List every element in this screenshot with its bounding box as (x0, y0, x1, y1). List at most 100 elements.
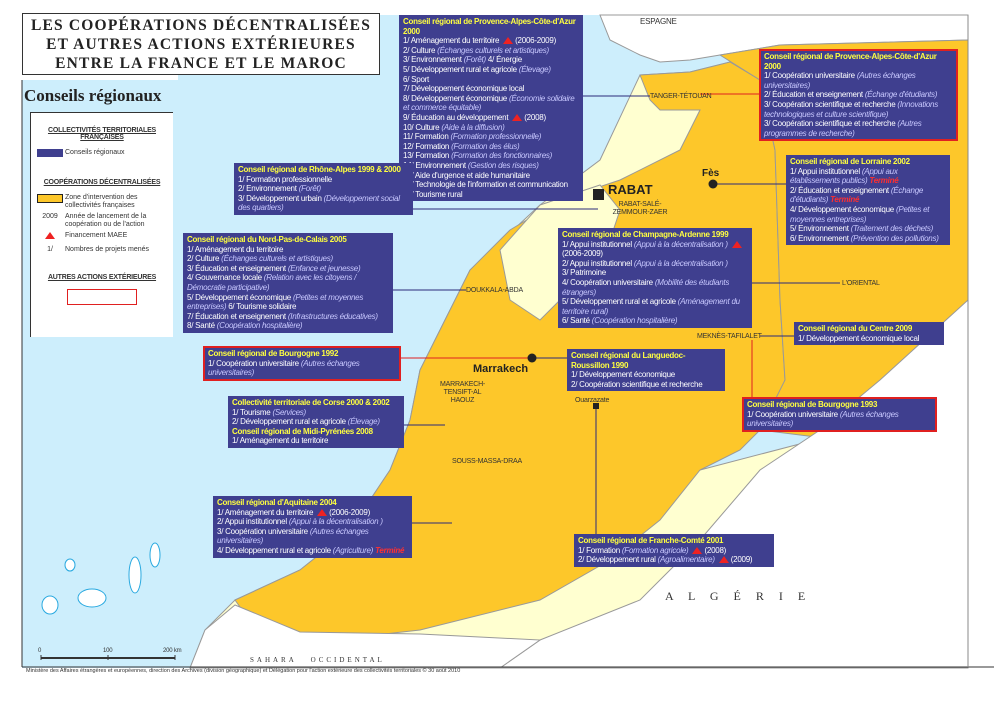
project-number: 4/ (790, 204, 799, 214)
other-action-lines (400, 93, 760, 398)
project-detail: (Formation des élus) (451, 141, 520, 151)
maee-triangle-icon (692, 546, 703, 554)
project-label: Éducation et enseignement (772, 90, 865, 100)
project-label: Environnement (411, 55, 464, 65)
project-label: Éducation au développement (411, 112, 511, 122)
project-item: 3/ Développement urbain (Développement s… (238, 194, 409, 213)
project-label: Développement rural et agricole (240, 417, 348, 427)
label-rabat: RABAT (608, 182, 653, 197)
council-title: Conseil régional de Franche-Comté 2001 (578, 536, 724, 545)
project-label: Éducation et enseignement (195, 311, 288, 321)
council-box-languedoc: Conseil régional du Languedoc-Roussillon… (567, 349, 725, 392)
project-detail: (Agriculture) (332, 545, 376, 555)
legend-label: Conseils régionaux (65, 149, 125, 156)
project-item: 1/ Aménagement du territoire (187, 245, 389, 255)
project-detail: (Autres échanges universitaires) (747, 409, 899, 429)
project-year: (2006-2009) (515, 36, 556, 46)
project-number: 1/ (187, 244, 195, 254)
maee-triangle-icon (45, 232, 55, 239)
project-item: 1/ Développement économique local (798, 334, 940, 344)
scale-label: 200 km (163, 648, 182, 654)
project-detail: (Prévention des pollutions) (850, 233, 939, 243)
council-title: Conseil régional du Languedoc-Roussillon… (571, 351, 686, 370)
scale-label: 100 (103, 648, 113, 654)
project-detail: (Appui à la décentralisation ) (288, 517, 383, 527)
project-label: Appui institutionnel (569, 258, 634, 268)
sahara-land (189, 604, 542, 669)
project-label: Appui institutionnel (797, 166, 862, 176)
project-detail: (Traitement des déchets) (850, 224, 934, 234)
project-item: 2/ Culture (Échanges culturels et artist… (187, 254, 389, 264)
project-number: 3/ (217, 526, 226, 536)
project-label: Développement rural et agricole (570, 297, 678, 307)
project-number: 6/ (790, 233, 799, 243)
project-item: 3/ Coopération scientifique et recherche… (764, 119, 953, 138)
project-number: 5/ (790, 224, 799, 234)
project-detail: (Échanges culturels et artistiques) (437, 45, 549, 55)
project-item: 5/ Développement économique (Petites et … (187, 293, 389, 312)
project-item: 4/ Développement économique (Petites et … (790, 205, 946, 224)
project-item: 17/ Tourisme rural (403, 190, 579, 200)
project-item: 15/ Aide d'urgence et aide humanitaire (403, 171, 579, 181)
project-label: Coopération scientifique et recherche (772, 119, 898, 129)
ouarzazate-marker (593, 403, 599, 409)
title-line: ENTRE LA FRANCE ET LE MAROC (55, 55, 347, 72)
project-item: 7/ Développement économique local (403, 84, 579, 94)
title-line: ET AUTRES ACTIONS EXTÉRIEURES (46, 36, 356, 53)
project-label: Coopération universitaire (570, 277, 655, 287)
maee-triangle-icon (503, 37, 514, 45)
council-box-rhone-alpes: Conseil régional de Rhône-Alpes 1999 & 2… (234, 163, 413, 215)
project-number: 1/ (764, 71, 773, 81)
title-line: LES COOPÉRATIONS DÉCENTRALISÉES (30, 17, 372, 34)
project-item: 1/ Aménagement du territoire (2006-2009) (217, 508, 408, 518)
project-detail: (Formation agricole) (621, 545, 691, 555)
project-label: Aménagement du territoire (224, 507, 316, 517)
project-item: 12/ Formation (Formation des élus) (403, 142, 579, 152)
council-title: Conseil régional de Lorraine 2002 (790, 157, 910, 166)
project-detail: (Coopération hospitalière) (216, 321, 303, 331)
project-label: Environnement (798, 224, 851, 234)
subtitle: Conseils régionaux (24, 86, 162, 105)
project-number: 2/ (403, 45, 412, 55)
project-label: Patrimoine (570, 268, 606, 278)
map-title: LES COOPÉRATIONS DÉCENTRALISÉES ET AUTRE… (22, 13, 380, 75)
project-item: 2/ Appui institutionnel (Appui à la déce… (562, 259, 748, 269)
project-label: Coopération universitaire (216, 358, 301, 368)
project-item: 1/ Tourisme (Services) (232, 408, 400, 418)
label-rabat-region: RABAT-SALÉ-ZEMMOUR-ZAER (612, 201, 668, 216)
label-algeria: A L G É R I E (665, 589, 812, 603)
legend-label: Année de lancement de la coopération ou … (65, 213, 147, 228)
project-label: Coopération scientifique et recherche (772, 99, 898, 109)
project-detail: (Aménagement du territoire rural) (562, 297, 740, 316)
project-number: 1/ (232, 436, 240, 446)
project-label: Développement rural et agricole (411, 64, 519, 74)
project-item: 4/ Gouvernance locale (Relation avec les… (187, 273, 389, 292)
project-item: 2/ Coopération scientifique et recherche (571, 380, 721, 390)
label-sahara: SAHARA OCCIDENTAL (250, 656, 385, 664)
project-item: 1/ Aménagement du territoire (2006-2009) (403, 36, 579, 46)
council-box-lorraine-2002: Conseil régional de Lorraine 2002 1/ Appu… (786, 155, 950, 246)
project-number: 13/ (403, 151, 416, 161)
project-label: Développement économique (579, 370, 675, 380)
project-label: Développement économique local (806, 333, 920, 343)
project-label: Culture (195, 254, 222, 264)
project-year: (2006-2009) (329, 507, 370, 517)
project-label: Environnement (798, 233, 851, 243)
project-detail: (Formation professionnelle) (450, 132, 542, 142)
project-item: 1/ Coopération universitaire (Autres éch… (764, 71, 953, 90)
project-detail: (Économie solidaire et commerce équitabl… (403, 93, 575, 113)
project-detail: (Petites et moyennes entreprises) (187, 292, 364, 312)
scale-bar (40, 655, 176, 660)
project-item: 6/ Santé (Coopération hospitalière) (562, 316, 748, 326)
council-box-paca-2000-other: Conseil régional de Provence-Alpes-Côte-… (759, 48, 958, 142)
project-item: 8/ Développement économique (Économie so… (403, 94, 579, 113)
project-label: Tourisme rural (415, 189, 463, 199)
project-item: 10/ Culture (Aide à la diffusion) (403, 123, 579, 133)
project-extra: 6/ Tourisme solidaire (228, 302, 297, 312)
council-title: Conseil régional de Provence-Alpes-Côte-… (764, 52, 937, 71)
project-number: 1/ (208, 358, 217, 368)
project-detail: (Services) (272, 407, 306, 417)
council-title: Collectivité territoriale de Corse 2000 … (232, 398, 390, 407)
project-item: 1/ Formation (Formation agricole) (2008) (578, 546, 770, 556)
council-title: Conseil régional de Bourgogne 1993 (747, 400, 878, 409)
